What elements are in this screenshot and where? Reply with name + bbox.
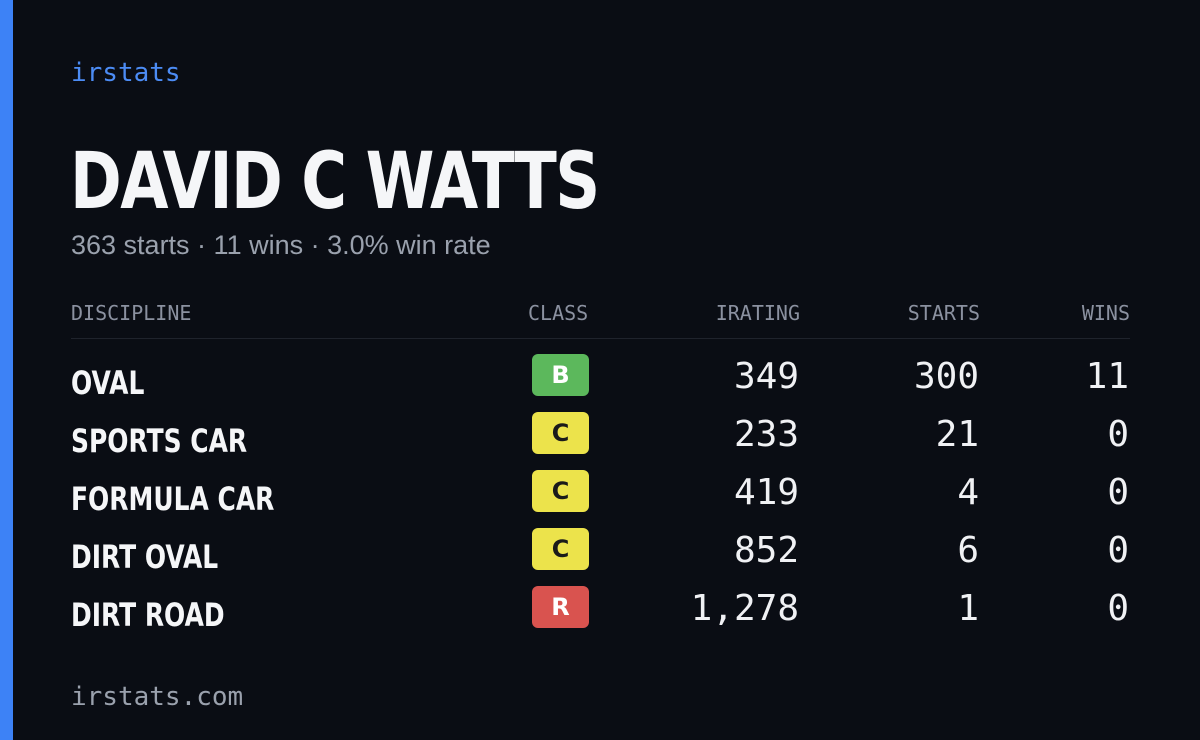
wins-value: 11 [1085,356,1129,397]
class-badge: C [532,470,589,512]
header-irating: IRATING [715,301,800,325]
starts-value: 1 [957,588,979,629]
footer-url[interactable]: irstats.com [71,682,244,712]
irating-value: 852 [733,530,799,571]
irating-value: 1,278 [690,588,799,629]
header-starts: STARTS [907,301,980,325]
class-badge: C [532,528,589,570]
table-header: DISCIPLINE CLASS IRATING STARTS WINS [71,298,1130,339]
wins-value: 0 [1107,530,1129,571]
wins-value: 0 [1107,588,1129,629]
irating-value: 419 [733,472,799,513]
table-row: FORMULA CAR C 419 4 0 [71,470,1130,528]
class-badge: R [532,586,589,628]
header-discipline: DISCIPLINE [71,301,192,325]
table-row: OVAL B 349 300 11 [71,354,1130,412]
player-name: DAVID C WATTS [70,137,600,227]
header-wins: WINS [1081,301,1130,325]
player-summary: 363 starts · 11 wins · 3.0% win rate [71,230,491,260]
discipline-name: SPORTS CAR [71,422,248,460]
starts-value: 300 [913,356,979,397]
discipline-name: DIRT ROAD [71,596,225,634]
accent-bar [0,0,13,740]
brand-logo: irstats [71,58,181,88]
starts-value: 4 [957,472,979,513]
discipline-name: OVAL [71,364,145,402]
wins-value: 0 [1107,414,1129,455]
starts-value: 6 [957,530,979,571]
header-class: CLASS [528,301,589,325]
class-badge: B [532,354,589,396]
irating-value: 233 [733,414,799,455]
table-row: DIRT ROAD R 1,278 1 0 [71,586,1130,644]
table-row: DIRT OVAL C 852 6 0 [71,528,1130,586]
discipline-name: FORMULA CAR [71,480,275,518]
class-badge: C [532,412,589,454]
table-row: SPORTS CAR C 233 21 0 [71,412,1130,470]
wins-value: 0 [1107,472,1129,513]
starts-value: 21 [935,414,979,455]
discipline-name: DIRT OVAL [71,538,219,576]
irating-value: 349 [733,356,799,397]
